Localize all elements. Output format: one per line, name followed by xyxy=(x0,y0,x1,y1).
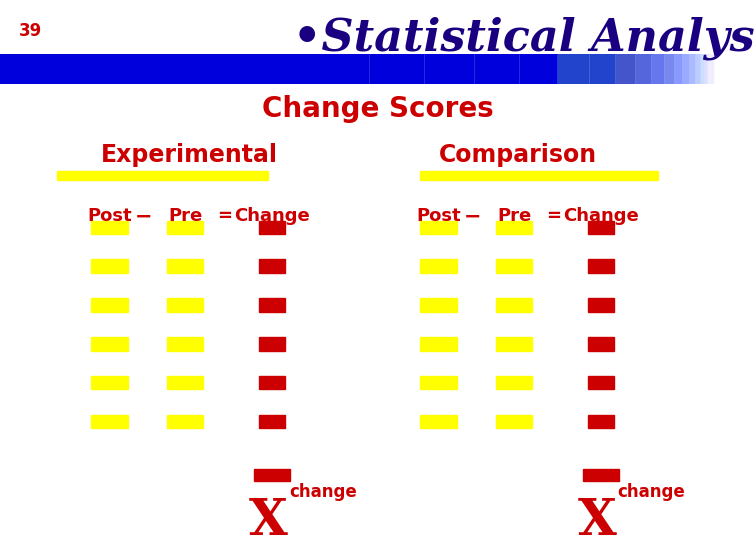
Bar xyxy=(496,298,532,312)
Text: Pre: Pre xyxy=(168,207,203,225)
Bar xyxy=(588,298,615,312)
Bar xyxy=(588,415,615,428)
Text: −: − xyxy=(463,207,482,227)
Text: =: = xyxy=(547,207,561,225)
Bar xyxy=(588,376,615,389)
Text: 39: 39 xyxy=(19,22,42,39)
Bar xyxy=(520,54,558,84)
Bar xyxy=(701,54,705,84)
Bar xyxy=(496,220,532,234)
Bar xyxy=(496,415,532,428)
Bar xyxy=(167,376,203,389)
Bar xyxy=(696,54,701,84)
Bar xyxy=(167,298,203,312)
Bar xyxy=(496,337,532,350)
Bar xyxy=(652,54,665,84)
Bar xyxy=(705,54,708,84)
Bar xyxy=(167,337,203,350)
Bar xyxy=(420,298,457,312)
Bar xyxy=(420,171,658,179)
Bar xyxy=(616,54,636,84)
Bar xyxy=(420,415,457,428)
Text: change: change xyxy=(618,483,686,501)
Bar xyxy=(708,54,711,84)
Text: Experimental: Experimental xyxy=(101,143,277,167)
Bar xyxy=(583,469,619,481)
Bar xyxy=(91,376,128,389)
Bar xyxy=(711,54,713,84)
Bar xyxy=(690,54,696,84)
Bar xyxy=(588,337,615,350)
Text: change: change xyxy=(289,483,357,501)
Bar xyxy=(259,415,285,428)
Text: X: X xyxy=(578,497,617,540)
Bar xyxy=(167,220,203,234)
Bar xyxy=(259,220,285,234)
Bar xyxy=(91,415,128,428)
Text: X: X xyxy=(249,497,288,540)
Bar xyxy=(259,298,285,312)
Bar xyxy=(675,54,683,84)
Bar xyxy=(420,259,457,273)
Bar xyxy=(425,54,475,84)
Bar xyxy=(420,220,457,234)
Bar xyxy=(91,298,128,312)
Bar xyxy=(590,54,616,84)
Bar xyxy=(683,54,690,84)
Bar xyxy=(91,337,128,350)
Bar xyxy=(636,54,652,84)
Bar xyxy=(558,54,590,84)
Bar xyxy=(496,259,532,273)
Bar xyxy=(259,376,285,389)
Bar xyxy=(475,54,520,84)
Bar xyxy=(167,415,203,428)
Bar xyxy=(259,337,285,350)
Text: =: = xyxy=(218,207,232,225)
Bar xyxy=(420,376,457,389)
Text: −: − xyxy=(135,207,153,227)
Bar xyxy=(91,259,128,273)
Bar xyxy=(167,259,203,273)
Bar xyxy=(588,259,615,273)
Bar xyxy=(588,220,615,234)
Bar xyxy=(496,376,532,389)
Bar xyxy=(259,259,285,273)
Bar xyxy=(420,337,457,350)
Text: Comparison: Comparison xyxy=(438,143,597,167)
Bar xyxy=(0,54,370,84)
Text: Post: Post xyxy=(416,207,461,225)
Text: Change: Change xyxy=(563,207,639,225)
Bar xyxy=(254,469,290,481)
Bar xyxy=(665,54,675,84)
Text: •Statistical Analysis: •Statistical Analysis xyxy=(293,16,756,60)
Text: Pre: Pre xyxy=(497,207,531,225)
Text: Post: Post xyxy=(87,207,132,225)
Bar xyxy=(370,54,425,84)
Bar xyxy=(57,171,268,179)
Bar xyxy=(91,220,128,234)
Text: Change: Change xyxy=(234,207,310,225)
Text: Change Scores: Change Scores xyxy=(262,95,494,123)
